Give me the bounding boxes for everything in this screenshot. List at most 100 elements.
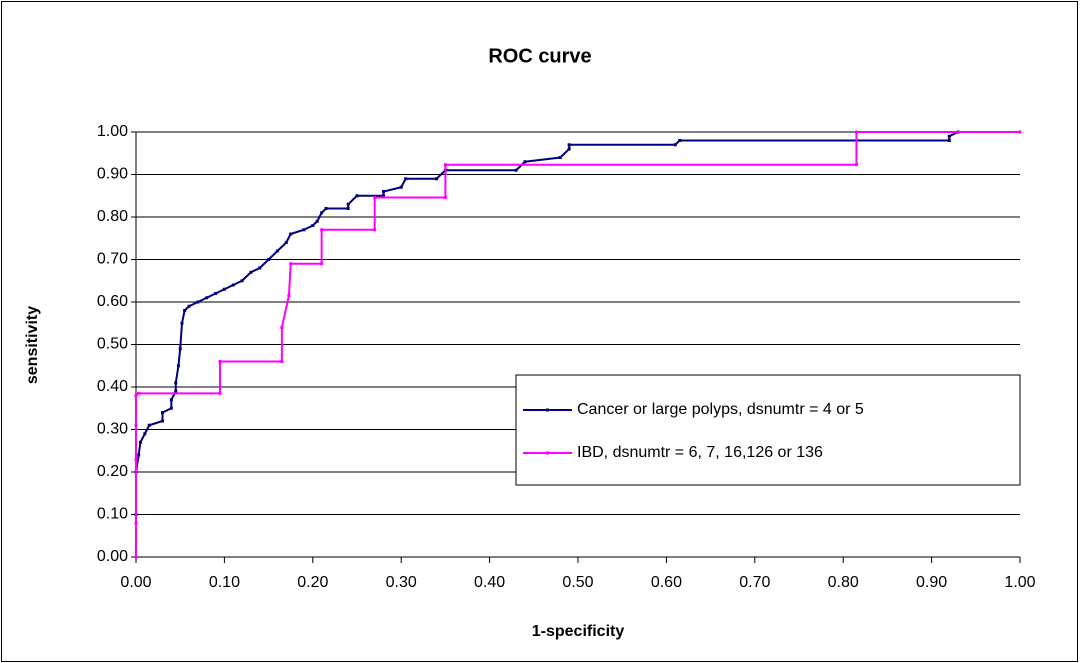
series-marker	[134, 521, 138, 525]
series-marker	[147, 423, 151, 427]
y-tick-label: 0.40	[97, 378, 128, 395]
series-marker	[134, 555, 138, 559]
series-marker	[854, 130, 858, 134]
series-marker	[404, 177, 408, 181]
x-tick-label: 0.30	[386, 574, 417, 591]
x-tick-label: 0.20	[297, 574, 328, 591]
series-marker	[289, 262, 293, 266]
series-marker	[355, 194, 359, 198]
series-marker	[382, 190, 386, 193]
series-marker	[320, 228, 324, 232]
series-marker	[196, 300, 200, 304]
series-marker	[1018, 130, 1022, 134]
series-marker	[143, 432, 147, 436]
y-tick-label: 0.60	[97, 293, 128, 310]
series-marker	[320, 211, 324, 215]
series-marker	[567, 147, 571, 151]
x-tick-label: 0.00	[120, 574, 151, 591]
series-marker	[399, 185, 403, 189]
series-marker	[169, 406, 173, 410]
series-marker	[373, 228, 377, 232]
y-axis-label: sensitivity	[24, 306, 41, 384]
x-tick-label: 0.90	[916, 574, 947, 591]
series-marker	[222, 287, 226, 291]
series-marker	[183, 309, 187, 312]
series-marker	[249, 270, 253, 274]
y-tick-label: 0.90	[97, 166, 128, 183]
series-marker	[134, 423, 138, 427]
series-marker	[311, 224, 315, 227]
y-tick-label: 0.30	[97, 421, 128, 438]
series-marker	[267, 258, 271, 261]
series-marker	[138, 440, 142, 444]
series-marker	[373, 195, 377, 199]
y-tick-label: 0.70	[97, 251, 128, 268]
legend-marker	[546, 451, 549, 455]
y-tick-label: 0.50	[97, 336, 128, 353]
series-marker	[275, 249, 279, 253]
legend-label: IBD, dsnumtr = 6, 7, 16,126 or 136	[577, 444, 823, 461]
series-marker	[205, 296, 209, 300]
series-marker	[678, 139, 682, 142]
series-marker	[673, 143, 677, 147]
series-marker	[289, 232, 293, 236]
series-marker	[443, 163, 447, 167]
series-marker	[287, 294, 291, 298]
series-marker	[567, 143, 571, 147]
y-tick-label: 0.80	[97, 208, 128, 225]
series-marker	[174, 381, 178, 385]
series-marker	[214, 292, 218, 295]
series-marker	[218, 391, 222, 395]
series-marker	[315, 219, 319, 223]
legend-box	[515, 374, 1021, 486]
series-marker	[346, 202, 350, 206]
legend-marker	[546, 408, 549, 412]
series-marker	[218, 360, 222, 363]
series-marker	[320, 262, 324, 266]
series-marker	[443, 195, 447, 199]
series-marker	[947, 139, 951, 142]
series-marker	[231, 283, 235, 287]
series-marker	[161, 419, 165, 423]
x-tick-label: 0.40	[474, 574, 505, 591]
series-marker	[280, 360, 284, 363]
series-marker	[382, 194, 386, 198]
series-marker	[346, 207, 350, 210]
series-marker	[169, 398, 173, 402]
series-marker	[180, 321, 184, 325]
series-marker	[161, 411, 165, 414]
series-marker	[514, 168, 518, 172]
series-marker	[258, 266, 262, 270]
series-marker	[134, 394, 138, 397]
series-marker	[435, 177, 439, 181]
series-marker	[174, 389, 178, 393]
x-tick-label: 0.70	[739, 574, 770, 591]
series-marker	[302, 228, 306, 232]
y-tick-label: 1.00	[97, 123, 128, 140]
chart-title: ROC curve	[488, 45, 591, 67]
series-marker	[280, 326, 284, 329]
series-marker	[176, 364, 180, 368]
series-marker	[134, 457, 138, 461]
series-marker	[284, 241, 288, 244]
y-tick-label: 0.10	[97, 506, 128, 523]
x-tick-label: 0.10	[209, 574, 240, 591]
series-marker	[240, 279, 244, 283]
series-marker	[178, 347, 182, 351]
series-marker	[187, 304, 191, 308]
x-tick-label: 0.80	[828, 574, 859, 591]
y-tick-label: 0.20	[97, 463, 128, 480]
series-marker	[324, 207, 328, 210]
series-marker	[558, 156, 562, 159]
series-marker	[523, 160, 527, 164]
x-tick-label: 0.50	[562, 574, 593, 591]
series-marker	[137, 391, 141, 395]
x-tick-label: 1.00	[1004, 574, 1035, 591]
series-marker	[854, 163, 858, 167]
y-tick-label: 0.00	[97, 548, 128, 565]
x-axis-label: 1-specificity	[532, 623, 625, 640]
series-marker	[137, 453, 141, 457]
legend-label: Cancer or large polyps, dsnumtr = 4 or 5	[577, 401, 864, 418]
